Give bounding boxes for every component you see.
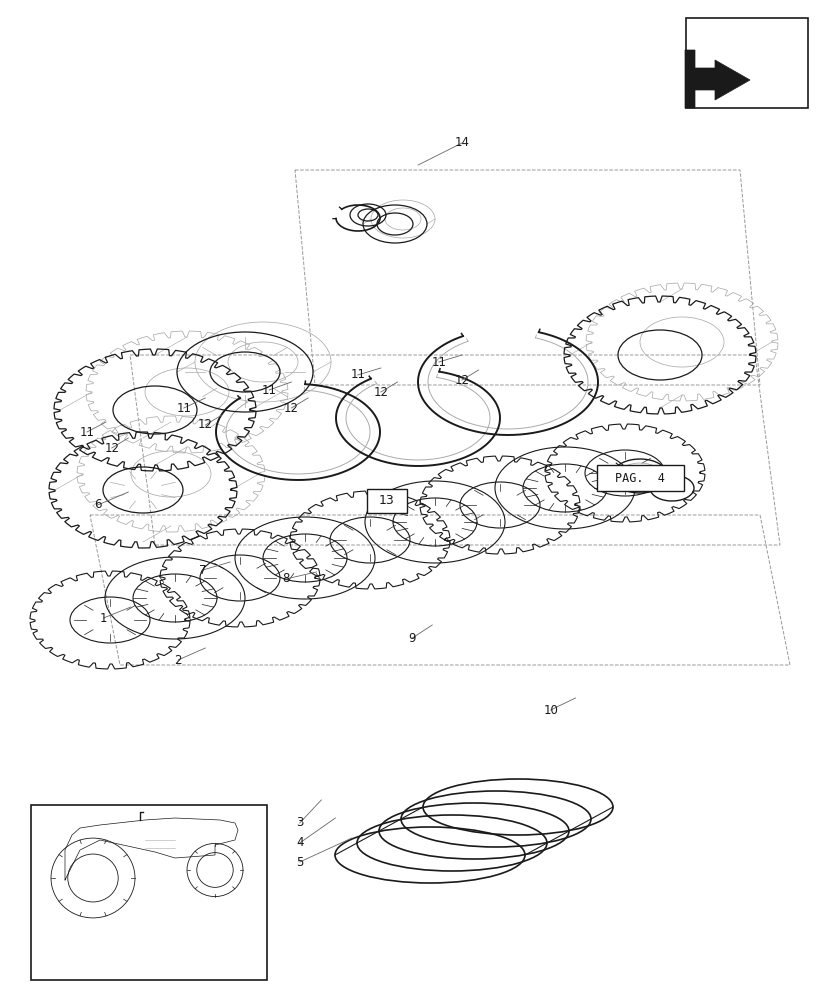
Text: 12: 12 [104, 442, 119, 454]
Text: 1: 1 [99, 611, 108, 624]
Text: 4: 4 [295, 836, 304, 850]
Text: 12: 12 [454, 373, 469, 386]
FancyBboxPatch shape [366, 489, 407, 513]
Text: 10: 10 [543, 704, 557, 716]
Text: 5: 5 [296, 856, 303, 868]
Text: 9: 9 [408, 632, 416, 645]
Text: 12: 12 [284, 401, 299, 414]
FancyBboxPatch shape [596, 465, 683, 491]
Text: 12: 12 [198, 418, 213, 432]
Text: 11: 11 [79, 426, 94, 438]
Text: 2: 2 [174, 654, 182, 666]
Text: 12: 12 [373, 385, 388, 398]
Text: 11: 11 [350, 368, 365, 381]
Polygon shape [684, 50, 749, 108]
Text: PAG.  4: PAG. 4 [614, 472, 664, 485]
Text: 11: 11 [261, 383, 276, 396]
Text: 7: 7 [198, 564, 207, 576]
Bar [685, 18, 807, 108]
Text: 14: 14 [454, 136, 469, 149]
Text: 13: 13 [379, 494, 394, 508]
Text: 3: 3 [296, 816, 303, 830]
Text: 11: 11 [431, 356, 446, 368]
Text: 8: 8 [282, 572, 289, 585]
Text: 11: 11 [176, 401, 191, 414]
Text: 6: 6 [93, 498, 102, 512]
Bar [31, 805, 267, 980]
